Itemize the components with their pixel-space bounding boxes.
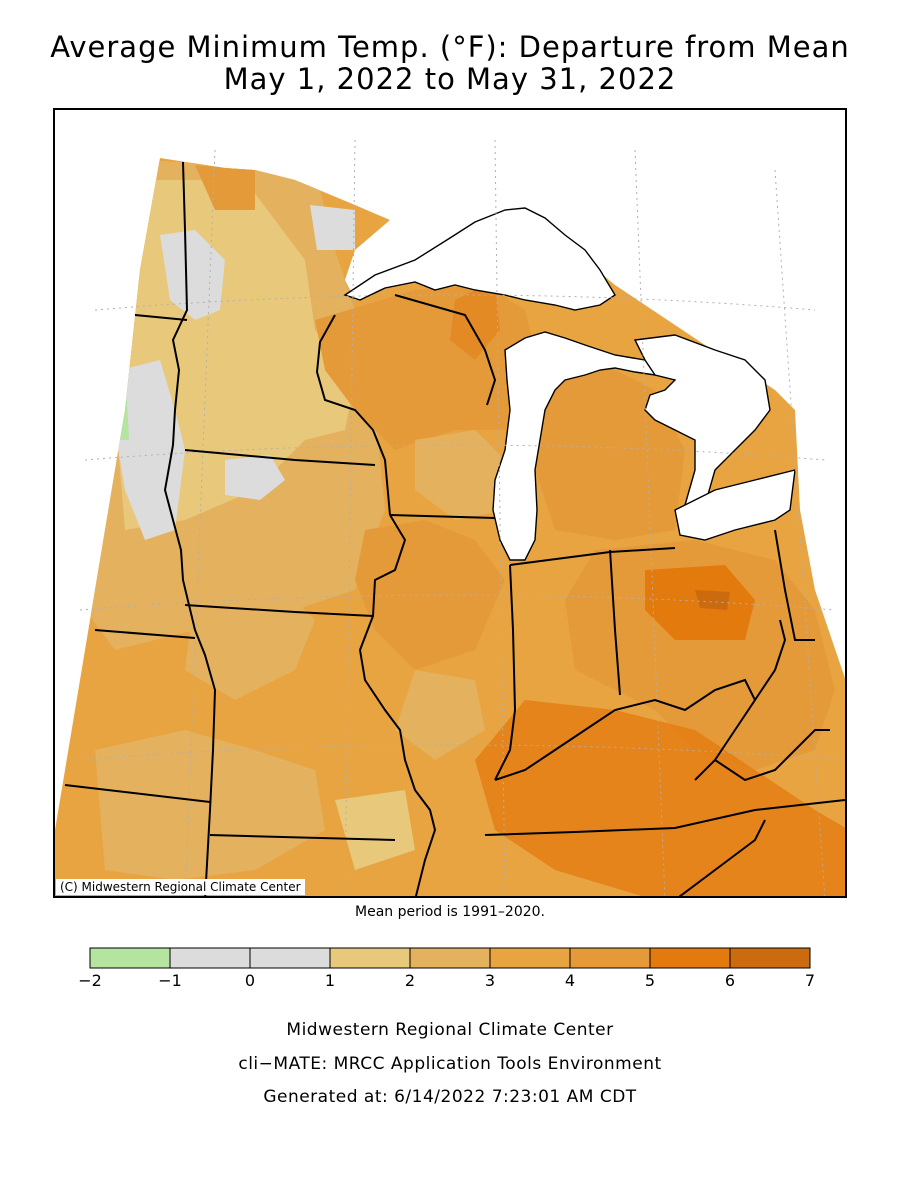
legend-tick-label: 1 [325, 971, 335, 990]
legend-tick-label: 4 [565, 971, 575, 990]
map-title: Average Minimum Temp. (°F): Departure fr… [50, 30, 850, 64]
legend-tick-label: 7 [805, 971, 815, 990]
lat-lon-grid [74, 139, 845, 896]
legend-bin-2 [249, 947, 331, 969]
legend-bin-3 [329, 947, 411, 969]
legend-tick-label: 0 [245, 971, 255, 990]
mean-period-note: Mean period is 1991–2020. [355, 904, 545, 920]
great-lakes [343, 207, 796, 561]
legend-bin-6 [569, 947, 651, 969]
footer-generated: Generated at: 6/14/2022 7:23:01 AM CDT [263, 1087, 637, 1107]
legend-bin-4 [409, 947, 491, 969]
legend-bin-1 [169, 947, 251, 969]
map-panel [53, 108, 847, 898]
legend-tick-label: −1 [158, 971, 182, 990]
legend-tick-label: 6 [725, 971, 735, 990]
legend-tick-label: 2 [405, 971, 415, 990]
legend-bin-8 [729, 947, 811, 969]
legend-bin-5 [489, 947, 571, 969]
footer-org: Midwestern Regional Climate Center [286, 1020, 614, 1040]
color-legend: −2 −1 0 1 2 3 4 5 6 7 [78, 947, 815, 990]
legend-bin-0 [89, 947, 171, 969]
legend-tick-label: −2 [78, 971, 102, 990]
copyright-label: (C) Midwestern Regional Climate Center [56, 879, 305, 895]
legend-tick-label: 3 [485, 971, 495, 990]
state-borders [64, 161, 845, 896]
departure-map [55, 139, 845, 896]
map-date-range: May 1, 2022 to May 31, 2022 [223, 62, 677, 96]
footer-app: cli−MATE: MRCC Application Tools Environ… [238, 1054, 662, 1074]
legend-tick-label: 5 [645, 971, 655, 990]
legend-bin-7 [649, 947, 731, 969]
